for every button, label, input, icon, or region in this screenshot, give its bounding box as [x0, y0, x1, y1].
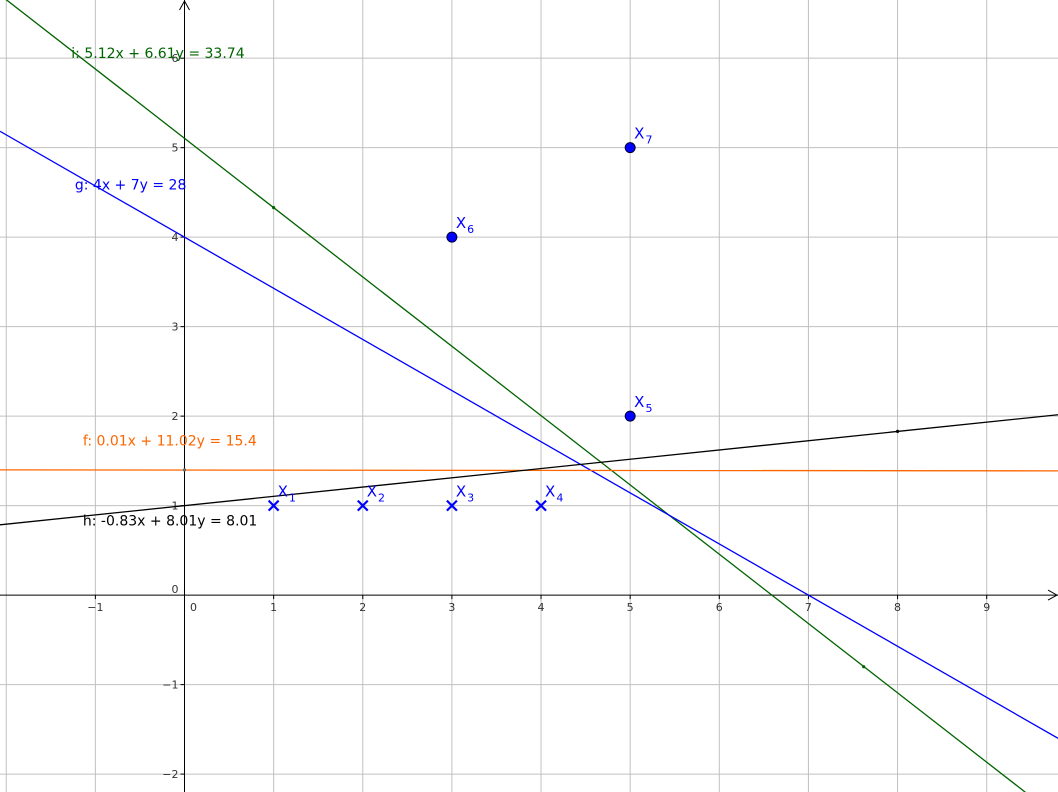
equation-label: h: -0.83x + 8.01y = 8.01 [83, 513, 257, 529]
x-tick-label: 8 [894, 601, 901, 614]
small-point [182, 468, 187, 472]
y-tick-label: 6 [172, 52, 179, 65]
x-tick-label: 7 [805, 601, 812, 614]
point-marker-cross [535, 499, 547, 512]
point-marker-dot [624, 410, 636, 422]
x-tick-label: 3 [448, 601, 455, 614]
small-point [895, 429, 900, 433]
point-marker-cross [356, 499, 369, 512]
y-axis-arrow [179, 0, 190, 11]
x-tick-label: 5 [627, 601, 634, 614]
point-label-subscript: 6 [467, 223, 474, 236]
x-tick-label: −1 [87, 601, 103, 614]
y-tick-label: −2 [162, 768, 178, 781]
equation-line [0, 130, 1058, 739]
equation-line [0, 414, 1058, 526]
y-tick-label: 4 [172, 231, 179, 244]
y-tick-label: −1 [162, 679, 178, 692]
point-label-subscript: 7 [645, 134, 652, 147]
point-label-subscript: 1 [289, 492, 296, 505]
x-tick-label: 2 [359, 601, 366, 614]
equation-label: i: 5.12x + 6.61y = 33.74 [71, 46, 244, 62]
x-axis-arrow [1047, 589, 1058, 601]
x-tick-label: 6 [716, 601, 723, 614]
point-marker-dot [446, 231, 458, 243]
point-label-subscript: 3 [467, 492, 474, 505]
point-marker-dot [624, 142, 636, 154]
equation-labels: i: 5.12x + 6.61y = 33.74 g: 4x + 7y = 28 f… [71, 46, 257, 529]
small-points [182, 206, 900, 669]
x-tick-label: 9 [983, 601, 990, 614]
small-point [272, 206, 276, 210]
x-tick-label: 1 [270, 601, 277, 614]
x-tick-label: 4 [538, 601, 545, 614]
x-tick-label: 0 [190, 601, 197, 614]
point-label-subscript: 2 [378, 492, 385, 505]
point-marker-cross [446, 499, 458, 512]
point-label-subscript: 4 [556, 492, 563, 505]
equation-label: g: 4x + 7y = 28 [75, 178, 187, 194]
point-marker-cross [267, 499, 280, 512]
y-tick-label: 0 [172, 583, 179, 596]
y-tick-label: 2 [172, 410, 179, 423]
point-label-subscript: 5 [645, 402, 652, 415]
y-tick-label: 3 [172, 321, 179, 334]
y-tick-label: 5 [172, 142, 179, 155]
small-point [862, 665, 866, 669]
equation-label: f: 0.01x + 11.02y = 15.4 [83, 434, 257, 450]
